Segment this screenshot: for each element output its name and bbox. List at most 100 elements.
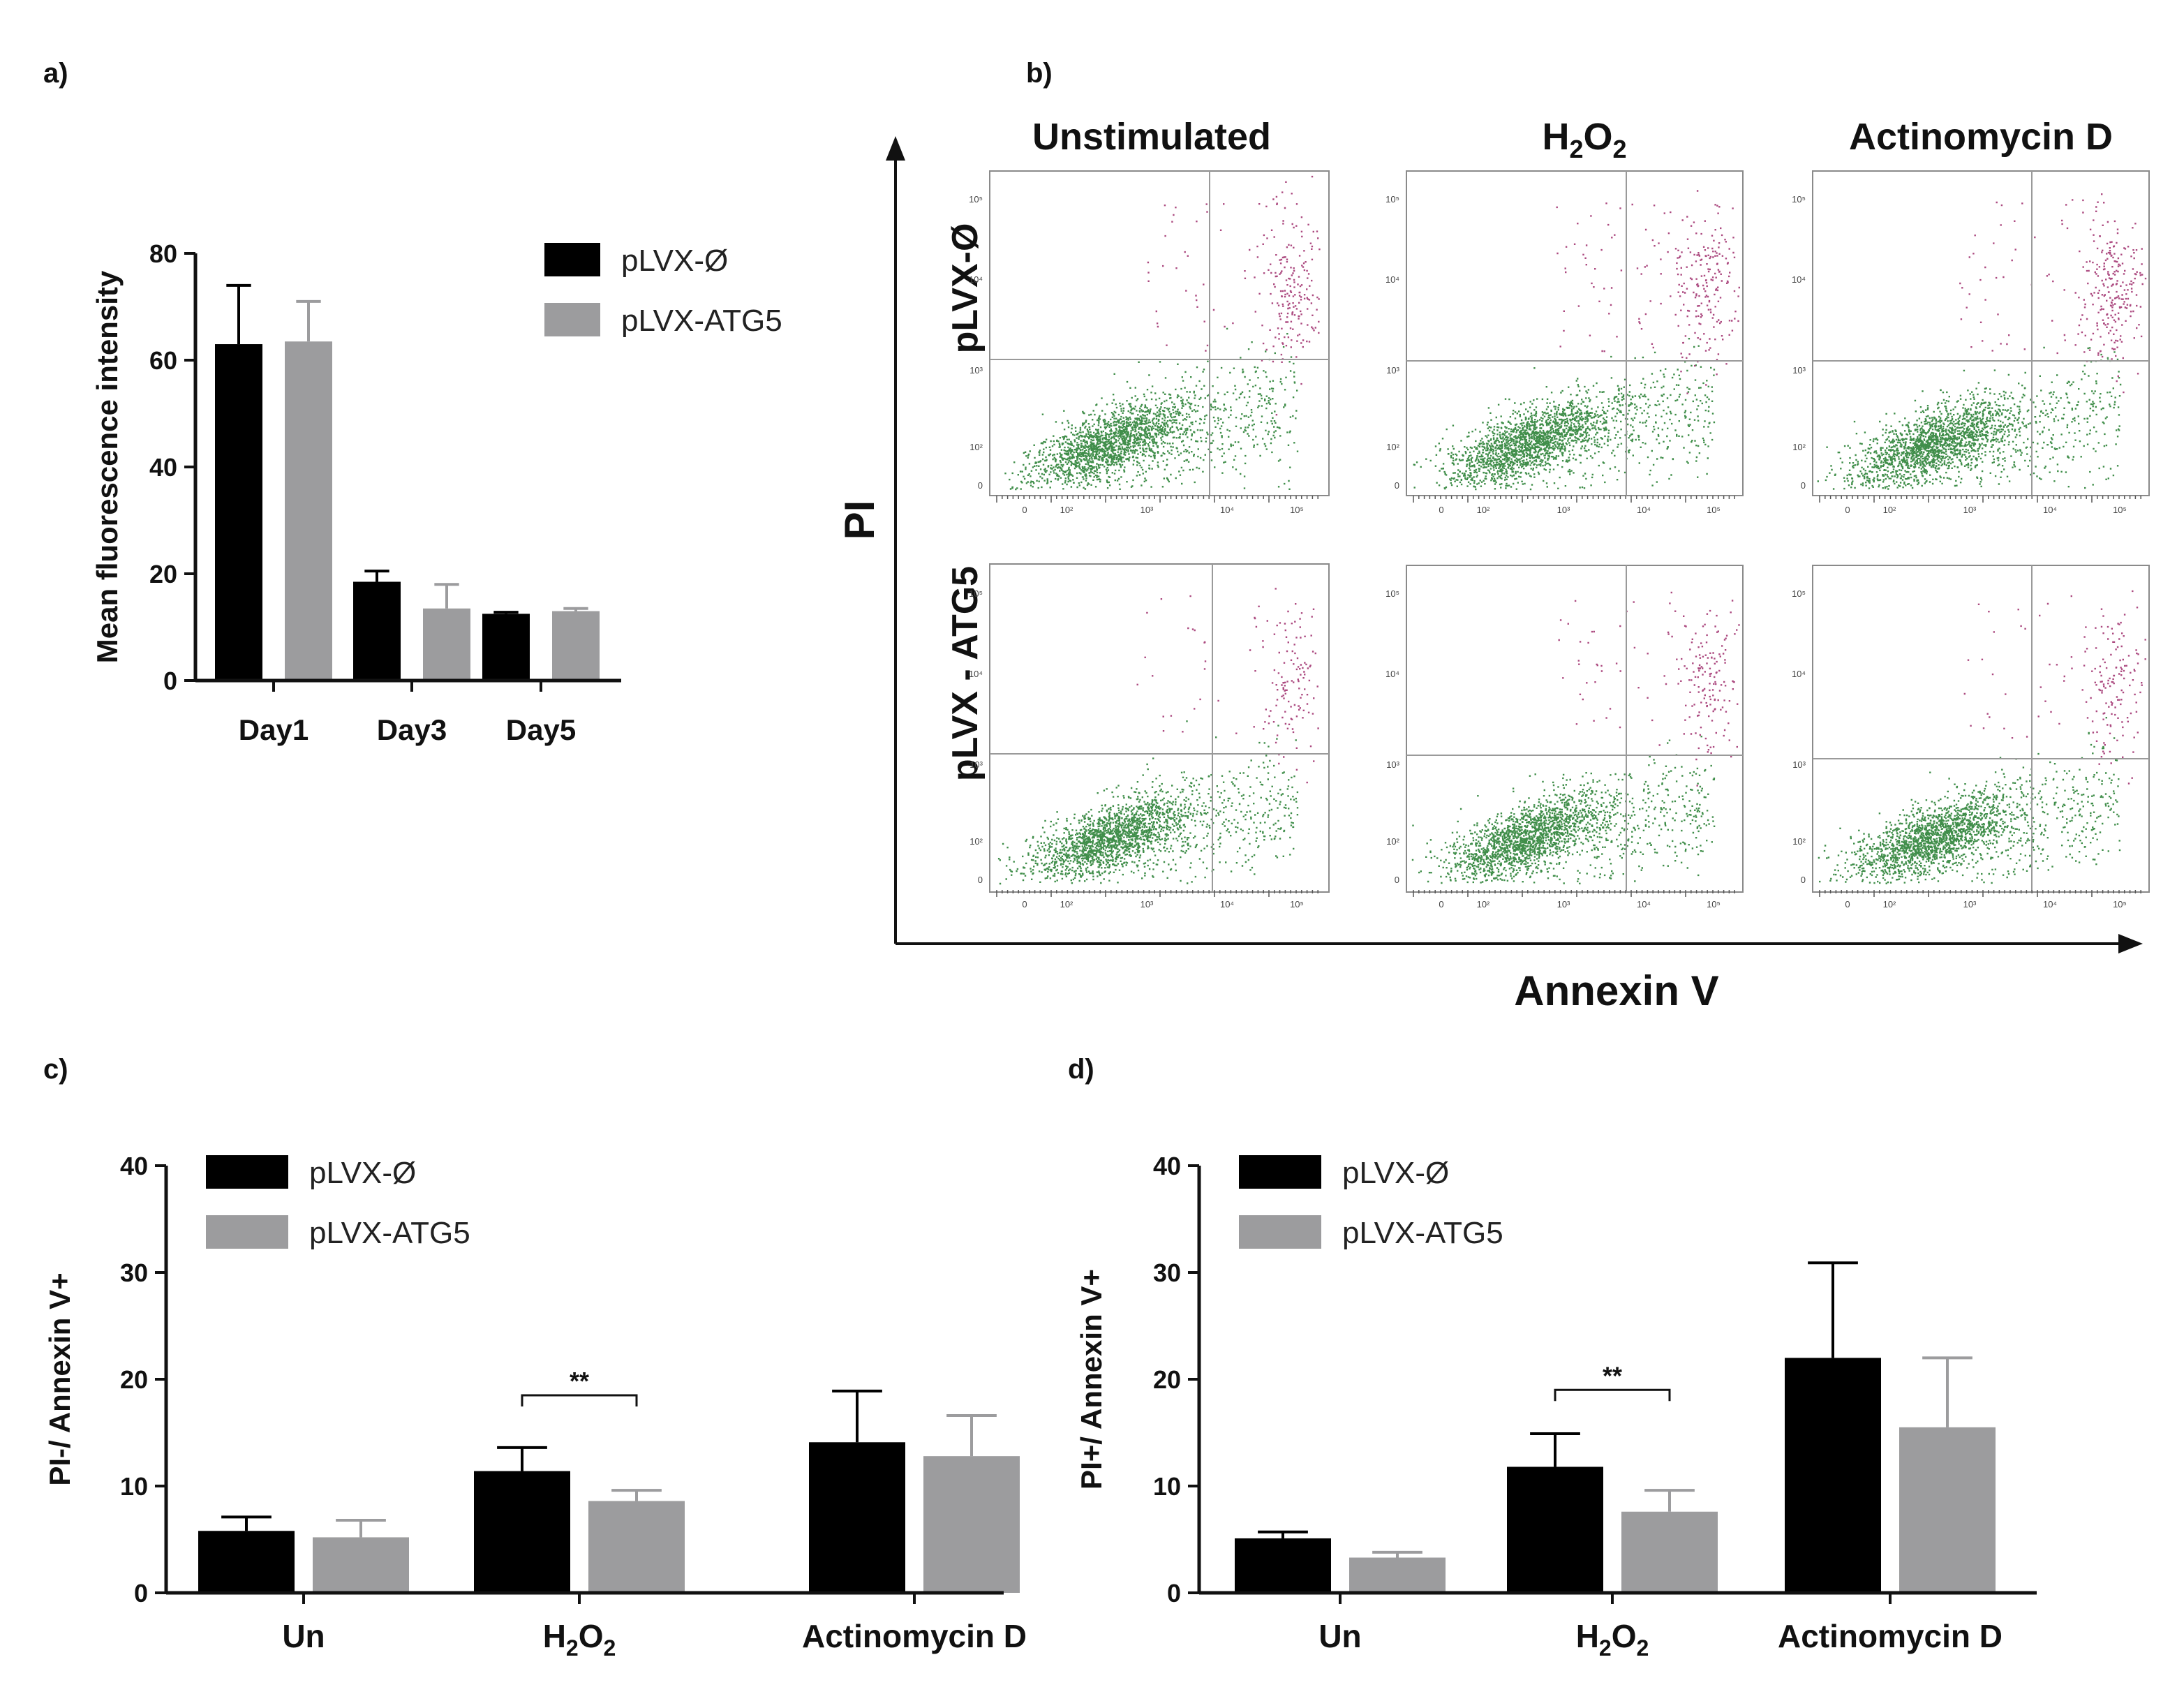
flow-y-tick-label: 0 — [1801, 480, 1806, 491]
bar — [923, 1456, 1020, 1593]
legend-label: pLVX-ATG5 — [621, 304, 782, 338]
flow-x-tick-label: 10⁴ — [2043, 505, 2057, 515]
x-tick-label-part: 2 — [1599, 1635, 1612, 1661]
x-tick-label: Day5 — [506, 713, 576, 746]
flow-minor-ticks — [996, 496, 1318, 503]
flow-dots — [1413, 190, 1740, 491]
bar — [552, 611, 600, 681]
flow-y-tick-label: 10⁴ — [1385, 669, 1399, 679]
flow-x-tick-label: 0 — [1439, 505, 1443, 515]
flow-x-tick-label: 10⁵ — [1290, 899, 1304, 909]
flow-y-tick-label: 0 — [978, 875, 983, 885]
bar — [1621, 1511, 1718, 1593]
h2o2-h: H — [1542, 116, 1569, 158]
pi-axis-label: PI — [836, 500, 883, 540]
bar — [1349, 1557, 1446, 1593]
y-tick-label: 80 — [149, 239, 177, 268]
annexin-axis-arrow-icon — [2118, 934, 2143, 953]
flow-x-tick-label: 0 — [1022, 505, 1027, 515]
pi-axis-arrow-icon — [886, 136, 905, 161]
bar — [1899, 1427, 1996, 1593]
x-tick-label-part: O — [1612, 1618, 1637, 1654]
h2o2-sub-2b: 2 — [1613, 135, 1627, 163]
flow-x-tick-label: 10² — [1477, 899, 1490, 909]
flow-x-tick-label: 10² — [1060, 899, 1073, 909]
flow-y-tick-label: 10⁵ — [1792, 194, 1806, 205]
bar — [482, 614, 530, 681]
x-tick-label: Actinomycin D — [802, 1618, 1027, 1654]
flow-y-tick-label: 10² — [1386, 442, 1399, 452]
flow-y-tick-label: 10⁴ — [969, 274, 983, 285]
flow-y-tick-label: 10³ — [1386, 759, 1399, 770]
y-tick-label: 30 — [120, 1258, 148, 1287]
flow-y-tick-label: 10² — [969, 442, 983, 452]
flow-y-tick-label: 10² — [969, 836, 983, 847]
panel-a-letter: a) — [43, 58, 68, 89]
x-tick-label-part: 2 — [604, 1635, 616, 1661]
y-tick-label: 20 — [120, 1365, 148, 1394]
legend-swatch — [1239, 1215, 1321, 1249]
flow-plot-empty-h2o2: 0 10² 10³ 10⁴ 10⁵ 0 10² 10³ 10⁴ 10⁵ — [1385, 170, 1744, 515]
flow-x-tick-label: 10³ — [1963, 899, 1977, 909]
flow-y-tick-label: 10³ — [1792, 365, 1806, 376]
flow-y-tick-label: 10³ — [969, 759, 983, 770]
bar — [215, 344, 262, 681]
flow-dots — [1817, 193, 2147, 490]
flow-y-tick-label: 10³ — [969, 365, 983, 376]
flow-y-tick-label: 10² — [1792, 836, 1806, 847]
live-cell-events — [1817, 346, 2122, 490]
flow-y-tick-label: 10⁵ — [969, 194, 983, 205]
flow-y-tick-label: 10² — [1386, 836, 1399, 847]
flow-x-tick-label: 10⁵ — [2113, 899, 2127, 909]
flow-plot-atg5-unstim: 0 10² 10³ 10⁴ 10⁵ 0 10² 10³ 10⁴ 10⁵ — [969, 563, 1330, 909]
y-tick-label: 40 — [120, 1152, 148, 1180]
bar — [588, 1501, 685, 1593]
y-tick-label: 30 — [1153, 1258, 1181, 1287]
x-tick-label: Day3 — [377, 713, 447, 746]
flow-x-tick-label: 0 — [1022, 899, 1027, 909]
x-tick-label: Actinomycin D — [1778, 1618, 2003, 1654]
flow-minor-ticks — [1413, 496, 1735, 503]
flow-minor-ticks — [1413, 890, 1735, 897]
legend-swatch — [206, 1155, 288, 1189]
flow-x-tick-label: 0 — [1845, 899, 1850, 909]
flow-minor-ticks — [1819, 890, 2141, 897]
legend-label: pLVX-ATG5 — [309, 1216, 470, 1250]
x-tick-label-part: O — [579, 1618, 604, 1654]
x-tick-label: Un — [282, 1618, 325, 1654]
flow-dots — [1411, 591, 1740, 884]
flow-x-tick-label: 10⁴ — [1220, 505, 1234, 515]
col-title-unstimulated: Unstimulated — [1032, 116, 1271, 158]
y-tick-label: 0 — [134, 1579, 148, 1607]
row-title-empty-vector: pLVX-Ø — [945, 223, 986, 354]
legend-swatch — [544, 303, 600, 336]
flow-x-tick-label: 10⁵ — [1707, 505, 1721, 515]
live-cell-events — [997, 720, 1299, 885]
flow-cytometry-panel: Unstimulated H2O2 Actinomycin D pLVX-Ø p… — [836, 116, 2150, 1014]
panel-d-letter: d) — [1068, 1054, 1094, 1085]
h2o2-sub-2a: 2 — [1569, 135, 1583, 163]
flow-y-tick-label: 10⁴ — [1385, 274, 1399, 285]
flow-y-tick-label: 10⁵ — [1385, 588, 1399, 599]
flow-dots — [997, 588, 1319, 885]
legend-swatch — [544, 243, 600, 276]
bar — [198, 1531, 295, 1593]
flow-x-tick-label: 0 — [1845, 505, 1850, 515]
row-title-atg5: pLVX - ATG5 — [945, 566, 986, 781]
y-axis-label: Mean fluorescence intensity — [91, 270, 124, 663]
x-tick-label: H2O2 — [543, 1618, 616, 1661]
flow-x-tick-label: 10⁴ — [1637, 899, 1651, 909]
flow-x-tick-label: 10³ — [1140, 505, 1154, 515]
bar — [353, 581, 401, 681]
flow-y-tick-label: 10⁵ — [1385, 194, 1399, 205]
flow-plot-atg5-h2o2: 0 10² 10³ 10⁴ 10⁵ 0 10² 10³ 10⁴ 10⁵ — [1385, 565, 1744, 909]
flow-y-tick-label: 10⁵ — [969, 588, 983, 599]
legend-label: pLVX-Ø — [1342, 1156, 1449, 1190]
bar — [474, 1471, 570, 1593]
y-tick-label: 40 — [149, 453, 177, 482]
annexin-axis-label: Annexin V — [1514, 967, 1718, 1014]
h2o2-o: O — [1583, 116, 1612, 158]
flow-x-tick-label: 10⁴ — [1637, 505, 1651, 515]
